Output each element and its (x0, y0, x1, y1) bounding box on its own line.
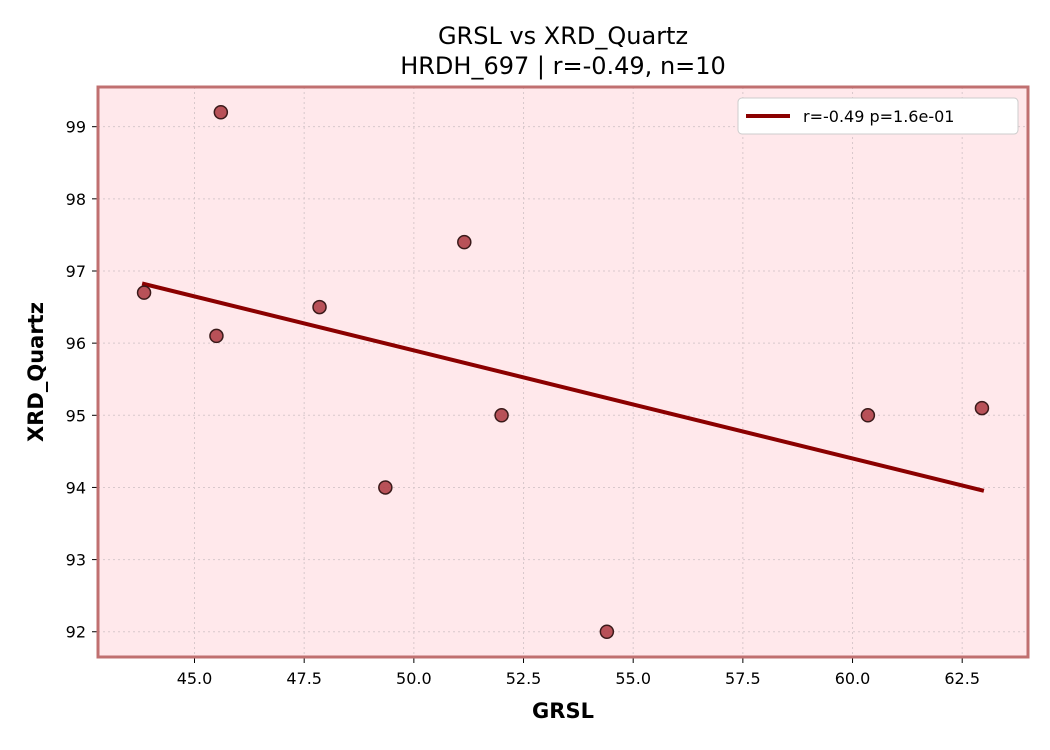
data-point (378, 480, 393, 495)
legend-box (737, 97, 1019, 135)
data-point (209, 328, 224, 344)
y-tick-label: 99 (66, 118, 86, 137)
y-tick-label: 93 (66, 551, 86, 570)
x-tick-label: 50.0 (396, 669, 432, 688)
y-tick-label: 96 (66, 334, 86, 353)
regression-line (141, 281, 985, 493)
data-points (136, 105, 990, 639)
y-tick-label: 98 (66, 190, 86, 209)
data-point (312, 299, 327, 315)
x-axis-label: GRSL (532, 699, 594, 723)
legend-label: r=-0.49 p=1.6e-01 (803, 107, 954, 126)
x-tick-label: 47.5 (286, 669, 322, 688)
data-point (213, 105, 229, 120)
data-point (494, 408, 509, 423)
axis-ticks: 45.0 47.5 50.0 52.5 55.0 57.5 60.0 62.5 92 93 94 95… (66, 118, 980, 688)
y-tick-label: 94 (66, 478, 86, 497)
data-point (860, 408, 876, 423)
y-tick-label: 95 (66, 406, 86, 425)
x-tick-label: 52.5 (506, 669, 542, 688)
data-point (136, 285, 152, 300)
fit-line-layer (141, 281, 985, 493)
x-tick-label: 45.0 (177, 669, 213, 688)
x-tick-label: 62.5 (944, 669, 980, 688)
plot-border (96, 85, 1030, 659)
chart-subtitle: HRDH_697 | r=-0.49, n=10 (400, 52, 726, 80)
grid (98, 87, 1028, 657)
chart-title: GRSL vs XRD_Quartz (438, 22, 688, 50)
x-tick-label: 55.0 (615, 669, 651, 688)
x-tick-label: 60.0 (835, 669, 871, 688)
y-axis-label: XRD_Quartz (24, 302, 48, 442)
y-tick-label: 92 (66, 623, 86, 642)
x-tick-label: 57.5 (725, 669, 761, 688)
data-point (457, 234, 472, 250)
y-tick-label: 97 (66, 262, 86, 281)
plot-area (98, 87, 1028, 657)
data-point (974, 400, 990, 416)
legend: r=-0.49 p=1.6e-01 (737, 97, 1019, 135)
data-point (599, 624, 615, 639)
